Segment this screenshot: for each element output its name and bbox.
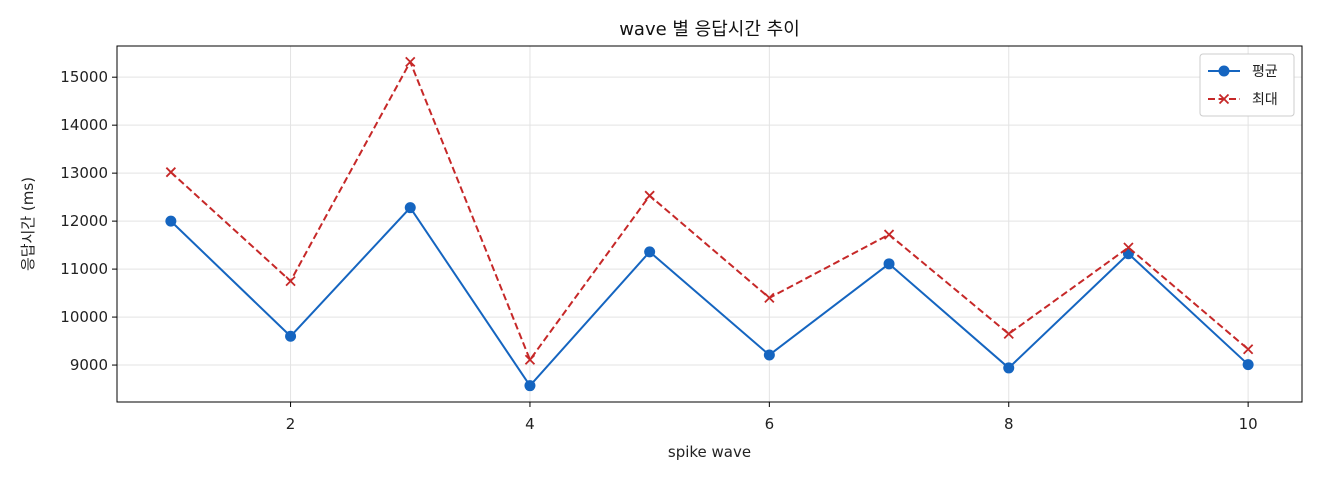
y-tick-label: 13000 <box>60 164 108 182</box>
grid <box>117 46 1302 402</box>
legend-item: 최대 <box>1208 92 1278 108</box>
data-point <box>883 258 895 270</box>
x-tick-label: 8 <box>1004 415 1014 433</box>
data-point <box>644 190 655 201</box>
data-point <box>883 229 895 240</box>
x-tick-label: 10 <box>1239 415 1258 433</box>
y-tick-label: 9000 <box>70 356 108 374</box>
series-1 <box>165 202 1254 392</box>
data-point <box>405 56 416 67</box>
data-point <box>644 246 656 258</box>
x-axis-ticks: 2 4 6 8 10 <box>286 402 1258 433</box>
data-point <box>1003 362 1015 374</box>
legend-marker <box>1218 65 1230 77</box>
data-point <box>764 292 775 304</box>
y-axis-ticks: 9000 10000 11000 12000 13000 14000 15000 <box>60 68 117 374</box>
series-line <box>170 60 1249 361</box>
y-tick-label: 11000 <box>60 260 108 278</box>
data-point <box>285 330 297 342</box>
x-tick-label: 2 <box>286 415 296 433</box>
x-axis-label: spike wave <box>668 443 751 461</box>
data-point <box>165 215 177 227</box>
legend-box <box>1199 53 1295 117</box>
x-tick-label: 4 <box>525 415 535 433</box>
data-point <box>285 275 296 287</box>
legend-marker <box>1218 93 1230 105</box>
y-axis-label: 응답시간 (ms) <box>19 177 37 271</box>
series-line <box>170 206 1249 387</box>
data-point <box>1123 242 1134 253</box>
plot-area-frame <box>116 45 1303 403</box>
chart-title: wave 별 응답시간 추이 <box>619 19 800 40</box>
data-point <box>1003 328 1014 340</box>
series-2 <box>165 56 1254 365</box>
data-point <box>763 349 775 361</box>
y-tick-label: 14000 <box>60 116 108 134</box>
x-tick-label: 6 <box>765 415 775 433</box>
data-point <box>404 202 416 214</box>
data-point <box>165 167 177 178</box>
legend-item: 평균 <box>1208 64 1278 80</box>
legend-label: 평균 <box>1252 64 1278 80</box>
data-point <box>524 380 536 392</box>
data-point <box>1242 359 1254 371</box>
data-point <box>524 354 536 365</box>
y-tick-label: 10000 <box>60 308 108 326</box>
legend-label: 최대 <box>1252 92 1278 108</box>
y-tick-label: 15000 <box>60 68 108 86</box>
data-point <box>1242 344 1254 355</box>
series-group <box>165 56 1254 392</box>
y-tick-label: 12000 <box>60 212 108 230</box>
